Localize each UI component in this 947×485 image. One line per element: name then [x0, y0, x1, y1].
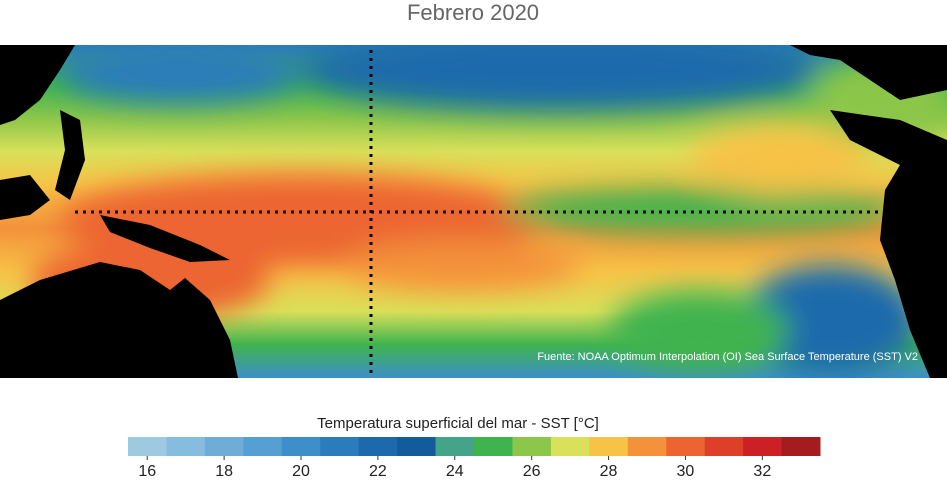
- colorbar-swatch: [627, 437, 667, 456]
- colorbar-swatch: [743, 437, 783, 456]
- colorbar-swatch: [474, 437, 513, 456]
- colorbar-swatch: [397, 437, 437, 456]
- colorbar-swatch: [435, 437, 475, 456]
- colorbar-tick-label: 26: [523, 463, 541, 480]
- colorbar-tick-label: 32: [753, 463, 771, 480]
- colorbar: 16 18 20 22 24 26 28 30 32: [128, 437, 821, 480]
- colorbar-swatch: [589, 437, 629, 456]
- colorbar-swatch: [512, 437, 552, 456]
- colorbar-tick-label: 28: [600, 463, 618, 480]
- sst-map: Fuente: NOAA Optimum Interpolation (OI) …: [0, 45, 947, 378]
- colorbar-swatch: [243, 437, 283, 456]
- colorbar-label: Temperatura superficial del mar - SST [°…: [317, 415, 599, 432]
- data-source: Fuente: NOAA Optimum Interpolation (OI) …: [537, 351, 918, 363]
- colorbar-swatch: [781, 437, 821, 456]
- colorbar-swatch: [704, 437, 744, 456]
- colorbar-swatch: [281, 437, 321, 456]
- colorbar-tick-label: 16: [138, 463, 156, 480]
- colorbar-tick-label: 24: [446, 463, 464, 480]
- colorbar-tick-label: 22: [369, 463, 387, 480]
- colorbar-swatch: [128, 437, 167, 456]
- colorbar-swatch: [550, 437, 590, 456]
- colorbar-tick-label: 30: [677, 463, 695, 480]
- colorbar-swatch: [166, 437, 206, 456]
- map-title: Febrero 2020: [407, 0, 539, 25]
- colorbar-swatch: [204, 437, 244, 456]
- colorbar-swatch: [358, 437, 398, 456]
- colorbar-tick-label: 20: [292, 463, 310, 480]
- colorbar-swatch: [666, 437, 706, 456]
- colorbar-swatch: [320, 437, 360, 456]
- colorbar-tick-label: 18: [215, 463, 233, 480]
